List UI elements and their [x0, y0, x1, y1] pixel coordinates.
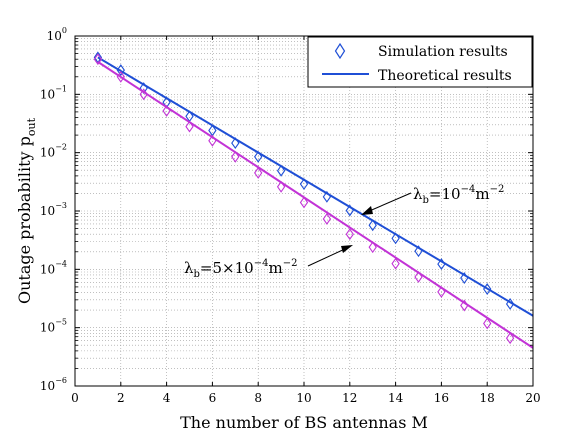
simulation-point-lambda_5e-4 [185, 120, 194, 133]
x-tick-label: 18 [480, 391, 495, 405]
simulation-point-lambda_1e-4 [116, 64, 125, 77]
simulation-point-lambda_1e-4 [231, 137, 240, 150]
simulation-point-lambda_5e-4 [483, 317, 492, 330]
simulation-point-lambda_5e-4 [231, 150, 240, 163]
simulation-point-lambda_5e-4 [93, 53, 103, 66]
simulation-point-lambda_5e-4 [299, 196, 309, 209]
simulation-point-lambda_5e-4 [116, 70, 125, 83]
simulation-point-lambda_5e-4 [276, 180, 286, 193]
simulation-point-lambda_5e-4 [505, 332, 515, 345]
y-tick-label: 10−2 [40, 143, 67, 160]
axis-ticks: 0 2 4 6 8 10 12 14 16 18 20 100 10−1 10−2 10−3 10−4 10−5… [40, 26, 541, 405]
simulation-point-lambda_5e-4 [254, 166, 263, 179]
x-tick-label: 14 [388, 391, 404, 405]
annotation-2-arrow [307, 247, 348, 267]
simulation-point-lambda_5e-4 [460, 299, 469, 312]
annotation-lambda-5e-4: λb=5×10−4m−2 [184, 245, 353, 280]
annotation-2-label: λb=5×10−4m−2 [184, 258, 297, 280]
annotation-2-arrowhead [341, 245, 353, 253]
simulation-point-lambda_5e-4 [208, 134, 217, 147]
simulation-point-lambda_5e-4 [162, 104, 171, 117]
simulation-point-lambda_5e-4 [414, 271, 423, 283]
y-tick-label: 10−1 [40, 84, 67, 101]
simulation-point-lambda_5e-4 [368, 241, 377, 254]
y-tick-label: 10−4 [40, 259, 67, 276]
x-tick-label: 8 [254, 391, 262, 405]
x-tick-label: 12 [342, 391, 357, 405]
simulation-point-lambda_5e-4 [437, 285, 446, 298]
annotation-lambda-1e-4: λb=10−4m−2 [361, 184, 504, 215]
x-tick-label: 20 [525, 391, 540, 405]
x-tick-label: 2 [117, 391, 125, 405]
series-layer [93, 51, 534, 349]
x-tick-label: 16 [434, 391, 449, 405]
legend-simulation-label: Simulation results [378, 44, 508, 60]
simulation-point-lambda_5e-4 [139, 88, 148, 101]
theory-line-lambda_5e-4 [97, 61, 534, 349]
y-tick-label: 10−6 [40, 376, 67, 393]
simulation-point-lambda_1e-4 [345, 204, 354, 217]
grid-lines [75, 36, 533, 386]
y-tick-label: 10−3 [40, 201, 67, 218]
theory-line-lambda_1e-4 [97, 56, 534, 317]
x-tick-label: 10 [296, 391, 311, 405]
y-axis-label-subscript: out [25, 117, 38, 136]
y-axis-label: Outage probability pout [15, 117, 38, 304]
y-tick-label: 10−5 [40, 318, 67, 335]
x-tick-label: 0 [71, 391, 79, 405]
simulation-point-lambda_1e-4 [414, 245, 423, 258]
legend-box [307, 36, 533, 88]
y-axis-label-main: Outage probability p [15, 136, 34, 304]
simulation-point-lambda_5e-4 [345, 228, 354, 241]
simulation-point-lambda_5e-4 [391, 257, 400, 270]
x-tick-label: 4 [163, 391, 171, 405]
simulation-point-lambda_1e-4 [254, 150, 263, 163]
annotation-1-arrowhead [361, 206, 373, 215]
simulation-point-lambda_1e-4 [322, 190, 332, 203]
legend: Simulation results Theoretical results [307, 36, 533, 88]
simulation-point-lambda_1e-4 [460, 272, 469, 284]
y-tick-label: 100 [47, 26, 67, 43]
legend-simulation-marker [334, 42, 346, 60]
x-tick-label: 6 [209, 391, 217, 405]
simulation-point-lambda_5e-4 [322, 213, 332, 225]
simulation-point-lambda_1e-4 [483, 283, 492, 295]
simulation-point-lambda_1e-4 [276, 164, 286, 177]
simulation-point-lambda_1e-4 [437, 258, 446, 271]
annotation-1-label: λb=10−4m−2 [413, 184, 504, 206]
legend-theoretical-label: Theoretical results [378, 68, 512, 84]
simulation-point-lambda_1e-4 [391, 232, 400, 245]
simulation-point-lambda_1e-4 [368, 219, 377, 232]
x-axis-label: The number of BS antennas M [180, 413, 428, 432]
simulation-point-lambda_1e-4 [505, 297, 515, 310]
simulation-point-lambda_1e-4 [299, 178, 309, 190]
annotation-1-arrow [366, 192, 412, 213]
